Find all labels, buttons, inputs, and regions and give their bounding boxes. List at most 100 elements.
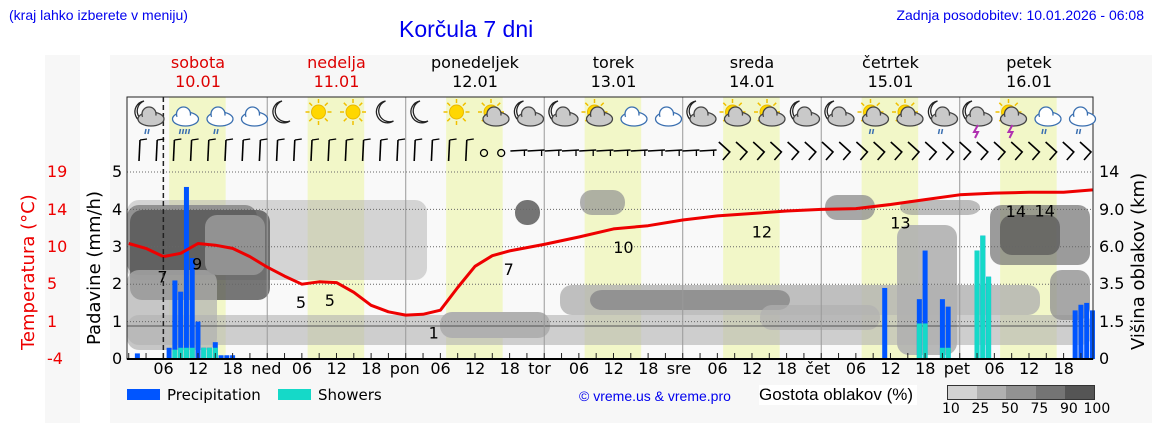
- x-tick-label: 06: [845, 359, 867, 378]
- density-tick: 10: [942, 401, 960, 417]
- precipitation-bar: [882, 287, 888, 359]
- density-tick: 25: [971, 401, 990, 417]
- wind-barb-icon: [1010, 141, 1024, 161]
- precipitation-bar: [1084, 302, 1090, 359]
- day-date: 15.01: [867, 72, 914, 91]
- showers-bar: [207, 347, 213, 359]
- temperature-label: 5: [296, 293, 306, 312]
- wind-barb-icon: [544, 149, 562, 156]
- night-cloud-thunder-icon: [962, 100, 993, 139]
- day-date: 13.01: [590, 72, 637, 91]
- cloud-rain-icon: [1034, 106, 1062, 135]
- precipitation-bar: [189, 258, 195, 359]
- sun-cloud-icon: [478, 99, 510, 127]
- x-tick-label: 18: [222, 359, 243, 378]
- temperature-label: 14: [1035, 201, 1055, 220]
- wind-barb-icon: [527, 149, 545, 156]
- x-tick-label: 18: [915, 359, 936, 378]
- wind-barb-icon: [1027, 141, 1041, 161]
- wind-barb-icon: [430, 138, 440, 162]
- wind-barb-icon: [890, 141, 903, 161]
- day-header-4: sreda 14.01: [692, 53, 812, 91]
- precipitation-bar: [183, 186, 189, 359]
- x-tick-label: čet: [805, 359, 831, 378]
- night-cloud-icon: [548, 100, 579, 127]
- day-name: ponedeljek: [431, 53, 519, 72]
- day-header-3: torek 13.01: [553, 53, 673, 91]
- wind-barb-icon: [647, 149, 666, 156]
- wind-barb-icon: [699, 149, 717, 156]
- wind-barb-icon: [941, 141, 955, 161]
- x-tick-label: 12: [1018, 359, 1040, 378]
- cloud-density-area: [205, 215, 265, 275]
- night-cloud-icon: [789, 100, 821, 127]
- sun-icon: [443, 99, 470, 125]
- wind-barb-icon: [344, 138, 354, 162]
- precipitation-bar: [922, 250, 928, 359]
- wind-barb-icon: [275, 138, 285, 162]
- wind-barb-icon: [752, 141, 766, 161]
- day-date: 12.01: [452, 72, 498, 91]
- day-name: četrtek: [862, 53, 919, 72]
- sun-cloud-icon: [754, 99, 786, 127]
- precipitation-bar: [195, 321, 201, 359]
- density-swatch: [977, 386, 1007, 399]
- temperature-label: 12: [752, 222, 772, 241]
- wind-barb-icon: [821, 141, 835, 161]
- wind-barb-icon: [769, 141, 783, 161]
- wind-barb-icon: [172, 138, 182, 162]
- cloud-rain-icon: [1068, 106, 1097, 135]
- x-tick-label: 18: [361, 359, 382, 378]
- day-name: sobota: [170, 53, 226, 72]
- temperature-label: 10: [613, 238, 633, 257]
- wind-barb-icon: [413, 138, 423, 162]
- wind-barb-icon: [310, 138, 320, 162]
- precipitation-bar: [945, 306, 951, 359]
- precipitation-bar: [218, 355, 224, 359]
- cloud-density-area: [580, 190, 625, 215]
- x-tick-label: 06: [430, 359, 451, 378]
- x-tick-label: 18: [776, 359, 797, 378]
- precipitation-bar: [166, 347, 172, 359]
- x-tick-label: 06: [153, 359, 174, 378]
- legend-precipitation-swatch: [127, 389, 160, 400]
- wind-barb-icon: [682, 149, 700, 156]
- x-tick-label: 12: [326, 359, 347, 378]
- temperature-tick: 10: [47, 237, 68, 256]
- showers-bar: [922, 323, 928, 359]
- location-menu-hint[interactable]: (kraj lahko izberete v meniju): [9, 7, 188, 23]
- wind-barb-icon: [665, 149, 683, 156]
- cloud-density-area: [515, 200, 540, 225]
- cloud-height-tick: 6.0: [1099, 237, 1125, 256]
- cloud-density-area: [1050, 270, 1090, 320]
- night-cloud-icon: [824, 100, 855, 127]
- wind-barb-icon: [241, 138, 251, 162]
- cloud-height-tick: 3.5: [1099, 274, 1125, 293]
- night-cloud-icon: [686, 100, 717, 127]
- temperature-tick: 5: [47, 274, 58, 293]
- precipitation-bar: [939, 299, 945, 359]
- wind-barb-icon: [959, 141, 972, 161]
- cloud-rain-icon: [206, 106, 234, 135]
- wind-barb-icon: [735, 141, 749, 161]
- temperature-axis-panel: [45, 55, 80, 423]
- x-tick-label: 06: [291, 359, 313, 378]
- copyright-link[interactable]: © vreme.us & vreme.pro: [579, 388, 731, 404]
- day-header-6: petek 16.01: [969, 53, 1089, 91]
- cloud-icon: [620, 106, 648, 127]
- legend-showers-swatch: [278, 389, 311, 400]
- legend-precipitation-label: Precipitation: [167, 386, 261, 404]
- precipitation-bar: [178, 291, 184, 359]
- sun-cloud-icon: [581, 99, 614, 127]
- sun-cloud-icon: [719, 99, 752, 127]
- day-name: petek: [1006, 53, 1052, 72]
- wind-barb-icon: [1062, 141, 1075, 161]
- density-tick: 75: [1030, 401, 1049, 417]
- x-tick-label: 06: [984, 359, 1005, 378]
- density-swatch: [1006, 386, 1036, 399]
- wind-barb-icon: [189, 138, 199, 162]
- showers-bar: [980, 235, 986, 359]
- wind-barb-icon: [579, 149, 597, 156]
- showers-bar: [183, 347, 189, 359]
- day-header-5: četrtek 15.01: [830, 53, 950, 91]
